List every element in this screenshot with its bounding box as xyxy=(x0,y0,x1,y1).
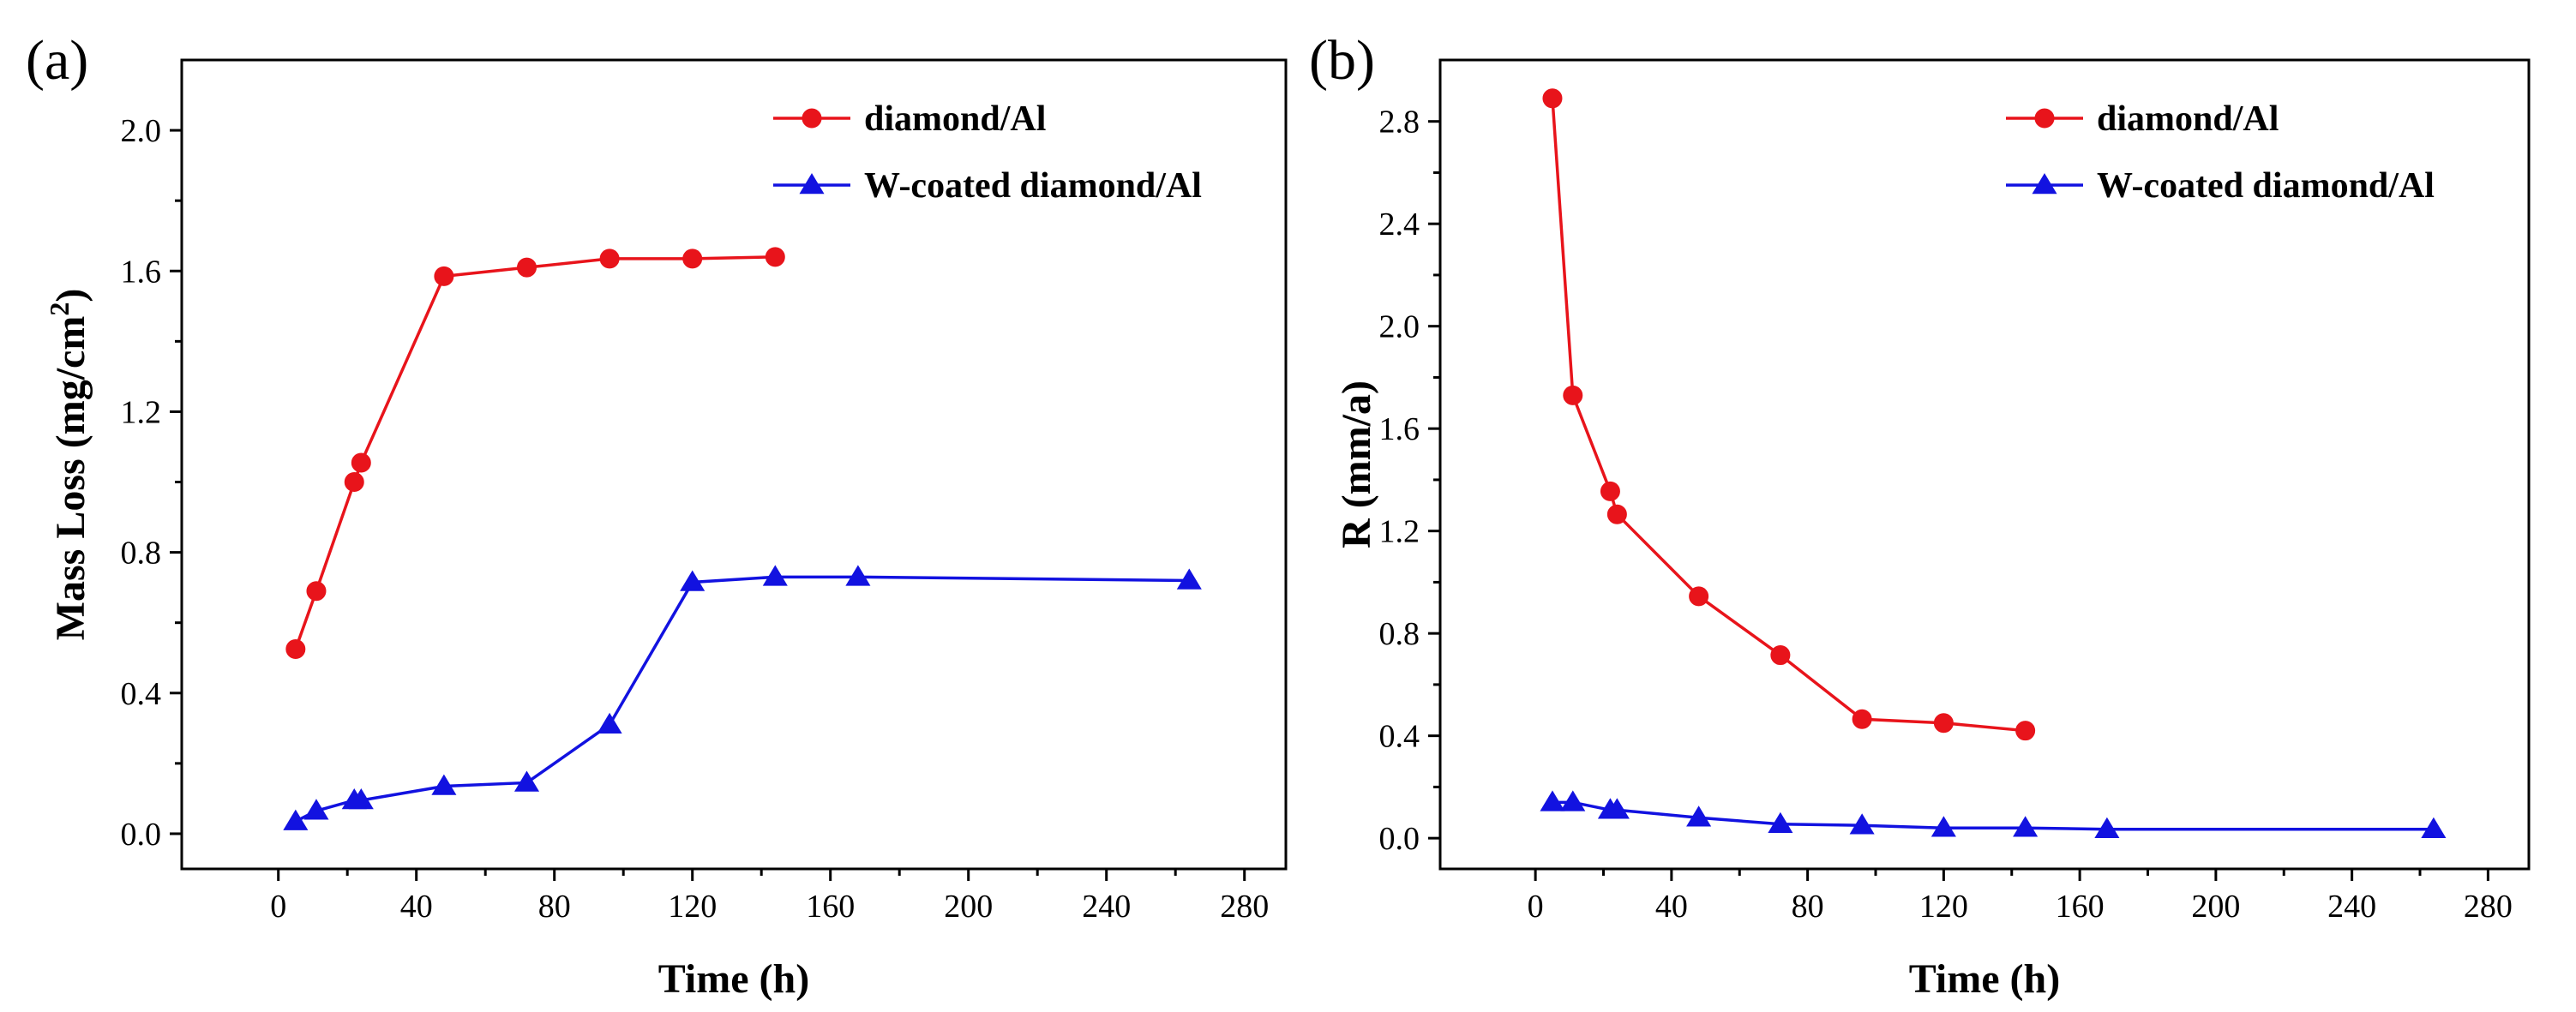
legend-label-w-coated-diamond-al-b: W-coated diamond/Al xyxy=(2097,166,2435,206)
data-point-w-coated-diamond-al-a xyxy=(597,712,622,734)
legend-marker-diamond-al-a xyxy=(802,108,822,129)
data-point-diamond-al-b xyxy=(1600,481,1620,501)
y-tick-label-b: 1.2 xyxy=(1379,514,1420,550)
x-tick-label-a: 40 xyxy=(400,889,433,925)
data-point-w-coated-diamond-al-a xyxy=(845,565,871,586)
x-axis-title-a: Time (h) xyxy=(658,956,809,1002)
plot-frame-b xyxy=(1438,58,2531,871)
y-tick-label-b: 0.4 xyxy=(1379,719,1420,755)
data-point-diamond-al-a xyxy=(285,638,306,659)
y-tick-label-a: 1.2 xyxy=(121,394,162,430)
data-point-w-coated-diamond-al-b xyxy=(1604,798,1630,819)
data-point-w-coated-diamond-al-a xyxy=(513,770,540,792)
panel-label-b: (b) xyxy=(1309,29,1375,92)
x-tick-label-b: 280 xyxy=(2464,889,2513,925)
data-point-w-coated-diamond-al-a xyxy=(303,799,329,820)
data-point-w-coated-diamond-al-a xyxy=(431,774,457,795)
x-tick-label-b: 160 xyxy=(2056,889,2105,925)
x-tick-label-b: 120 xyxy=(1919,889,1968,925)
y-tick-label-b: 0.0 xyxy=(1379,821,1420,857)
series-line-w-coated-diamond-al-a xyxy=(295,575,1190,823)
y-tick-label-a: 1.6 xyxy=(121,254,162,290)
data-point-diamond-al-b xyxy=(1770,645,1791,666)
data-point-w-coated-diamond-al-b xyxy=(2013,816,2039,837)
data-point-w-coated-diamond-al-a xyxy=(680,570,706,591)
data-point-w-coated-diamond-al-a xyxy=(762,565,788,586)
legend-marker-diamond-al-b xyxy=(2034,108,2055,129)
y-tick-label-a: 0.0 xyxy=(121,817,162,853)
y-axis-title-a: Mass Loss (mg/cm2) xyxy=(44,289,93,641)
x-axis-title-b: Time (h) xyxy=(1909,956,2060,1002)
y-tick-label-a: 0.8 xyxy=(121,536,162,572)
y-axis-title-main-a: Mass Loss (mg/cm xyxy=(48,316,93,641)
y-axis-title-main-b: R (mm/a) xyxy=(1334,380,1379,548)
data-point-diamond-al-a xyxy=(351,452,371,473)
data-point-w-coated-diamond-al-b xyxy=(1686,805,1712,827)
data-point-diamond-al-b xyxy=(1689,586,1709,607)
plot-frame-a xyxy=(180,58,1288,871)
x-tick-label-b: 40 xyxy=(1655,889,1688,925)
data-point-w-coated-diamond-al-b xyxy=(1560,790,1586,811)
y-axis-title-b: R (mm/a) xyxy=(1334,380,1379,548)
x-tick-label-a: 280 xyxy=(1220,889,1269,925)
x-tick-label-b: 80 xyxy=(1792,889,1824,925)
y-tick-label-b: 0.8 xyxy=(1379,616,1420,652)
y-tick-label-a: 2.0 xyxy=(121,113,162,149)
data-point-w-coated-diamond-al-b xyxy=(1768,811,1793,833)
y-axis-title-superscript-a: 2 xyxy=(44,302,75,316)
y-tick-label-b: 2.8 xyxy=(1379,105,1420,141)
data-point-diamond-al-b xyxy=(1933,713,1954,734)
data-point-diamond-al-a xyxy=(682,249,703,269)
data-point-w-coated-diamond-al-a xyxy=(1176,568,1202,590)
data-point-diamond-al-b xyxy=(2015,721,2036,741)
panel-a: (a) 0 40 80 120 160 200 240 280 0.0 0.4 0.8 1.2 1.6 2.… xyxy=(26,29,1288,1002)
data-point-diamond-al-a xyxy=(765,247,785,267)
panel-b: (b) 0 40 80 120 160 200 240 280 0.0 0.4 0.8 1.2 1.6 2.… xyxy=(1309,29,2531,1002)
y-tick-label-b: 2.4 xyxy=(1379,207,1420,243)
x-tick-label-b: 200 xyxy=(2191,889,2240,925)
data-point-w-coated-diamond-al-a xyxy=(348,787,374,810)
series-line-diamond-al-b xyxy=(1551,98,2026,733)
y-axis-title-suffix-a: ) xyxy=(48,289,93,302)
data-point-w-coated-diamond-al-b xyxy=(2094,817,2120,838)
x-tick-label-b: 0 xyxy=(1528,889,1544,925)
data-point-diamond-al-b xyxy=(1606,504,1627,524)
data-point-w-coated-diamond-al-b xyxy=(1540,790,1565,811)
data-point-diamond-al-b xyxy=(1563,385,1583,405)
y-tick-label-b: 2.0 xyxy=(1379,309,1420,345)
legend-label-diamond-al-b: diamond/Al xyxy=(2097,99,2279,139)
series-line-w-coated-diamond-al-b xyxy=(1552,800,2434,831)
legend-marker-w-coated-diamond-al-b xyxy=(2032,173,2057,195)
legend-label-diamond-al-a: diamond/Al xyxy=(864,99,1046,139)
data-point-w-coated-diamond-al-b xyxy=(1930,816,1956,837)
data-point-diamond-al-a xyxy=(517,257,537,278)
x-tick-label-a: 0 xyxy=(270,889,286,925)
x-tick-label-a: 80 xyxy=(538,889,571,925)
data-point-w-coated-diamond-al-b xyxy=(1849,813,1875,835)
x-tick-label-a: 200 xyxy=(944,889,993,925)
legend-marker-w-coated-diamond-al-a xyxy=(799,173,825,195)
data-point-w-coated-diamond-al-a xyxy=(283,809,309,830)
data-point-diamond-al-b xyxy=(1852,709,1872,729)
data-point-diamond-al-a xyxy=(344,472,364,493)
data-point-diamond-al-a xyxy=(434,266,454,286)
y-tick-label-a: 0.4 xyxy=(121,676,162,712)
data-point-diamond-al-b xyxy=(1542,88,1563,109)
data-point-w-coated-diamond-al-b xyxy=(2421,817,2447,838)
data-point-diamond-al-a xyxy=(306,581,327,602)
x-tick-label-b: 240 xyxy=(2327,889,2376,925)
x-tick-label-a: 240 xyxy=(1082,889,1131,925)
x-tick-label-a: 160 xyxy=(806,889,855,925)
x-tick-label-a: 120 xyxy=(668,889,717,925)
data-point-diamond-al-a xyxy=(599,249,620,269)
legend-label-w-coated-diamond-al-a: W-coated diamond/Al xyxy=(864,166,1202,206)
panel-label-a: (a) xyxy=(26,29,88,92)
y-tick-label-b: 1.6 xyxy=(1379,411,1420,447)
